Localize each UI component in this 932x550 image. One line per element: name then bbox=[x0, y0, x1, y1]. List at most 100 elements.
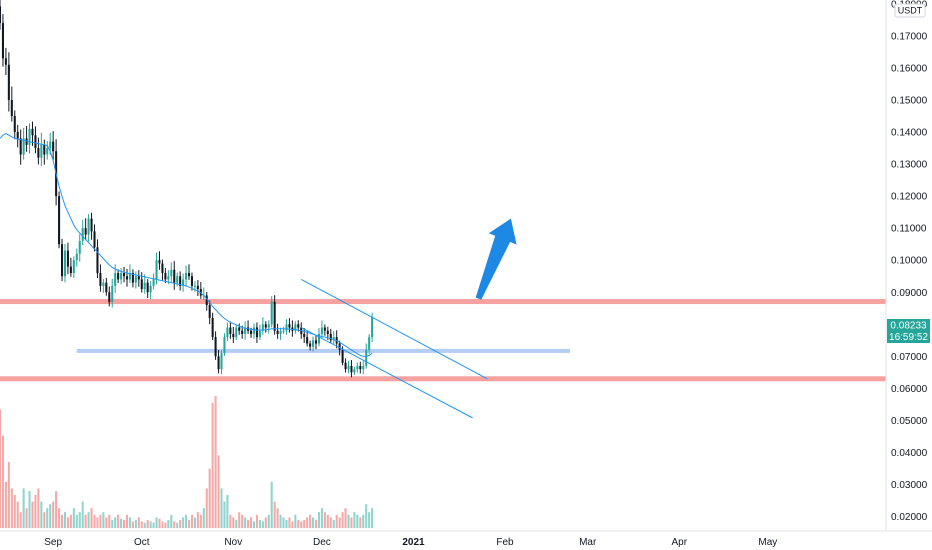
candle-body bbox=[276, 330, 279, 334]
volume-bar bbox=[140, 521, 143, 528]
volume-bar bbox=[96, 517, 99, 528]
channel-line[interactable] bbox=[301, 327, 473, 419]
volume-bar bbox=[199, 514, 202, 528]
candle-body bbox=[297, 324, 300, 328]
volume-bar bbox=[338, 517, 341, 528]
volume-bar bbox=[143, 522, 146, 528]
volume-bar bbox=[120, 518, 123, 528]
last-price-tag bbox=[887, 319, 930, 343]
volume-bar bbox=[78, 512, 81, 528]
volume-bar bbox=[317, 512, 320, 528]
resistance-zone[interactable] bbox=[0, 299, 886, 305]
volume-bar bbox=[190, 514, 194, 528]
volume-bar bbox=[111, 520, 114, 528]
arrow-shape[interactable] bbox=[475, 218, 517, 300]
candle-body bbox=[52, 141, 55, 152]
volume-bar bbox=[232, 517, 235, 528]
volume-bar bbox=[46, 508, 49, 528]
volume-bar bbox=[353, 512, 356, 528]
candle-body bbox=[10, 99, 13, 117]
volume-bar bbox=[196, 512, 199, 528]
volume-bar bbox=[167, 520, 170, 528]
candle-body bbox=[16, 132, 19, 139]
volume-bar bbox=[320, 508, 323, 528]
volume-bar bbox=[128, 517, 131, 528]
candle-body bbox=[312, 340, 315, 347]
price-tick-label: 0.04000 bbox=[891, 448, 928, 459]
price-tick-label: 0.15000 bbox=[891, 95, 928, 106]
volume-bar bbox=[187, 520, 191, 528]
channel-line[interactable] bbox=[301, 278, 488, 380]
volume-bar bbox=[99, 514, 102, 528]
candle-body bbox=[288, 324, 291, 328]
currency-badge[interactable] bbox=[894, 3, 926, 18]
volume-bar bbox=[69, 514, 72, 528]
candle-body bbox=[264, 324, 267, 328]
volume-bar bbox=[247, 520, 250, 528]
mid-level-zone[interactable] bbox=[76, 348, 570, 353]
candle-body bbox=[102, 282, 105, 286]
volume-bar bbox=[291, 521, 294, 528]
volume-bar bbox=[131, 521, 134, 528]
volume-bar bbox=[270, 481, 273, 528]
volume-bar bbox=[22, 488, 25, 528]
volume-bar bbox=[368, 512, 371, 528]
volume-bar bbox=[235, 520, 238, 528]
candle-body bbox=[164, 273, 167, 280]
volume-bar bbox=[13, 495, 16, 528]
volume-bar bbox=[249, 517, 253, 528]
candle-body bbox=[123, 273, 126, 277]
time-axis[interactable]: Sep Oct Nov Dec 2021 Feb Mar Apr May bbox=[44, 537, 777, 548]
candle-body bbox=[347, 365, 350, 370]
volume-bar bbox=[43, 512, 46, 528]
candle-body bbox=[155, 260, 158, 280]
candle-body bbox=[273, 301, 276, 331]
price-axis[interactable]: 0.02000 0.03000 0.04000 0.05000 0.06000 0.070… bbox=[891, 0, 928, 523]
volume-bar bbox=[108, 514, 111, 528]
candle-body bbox=[158, 260, 161, 264]
time-tick-label: Feb bbox=[496, 537, 514, 548]
candle-body bbox=[303, 333, 306, 338]
volume-bar bbox=[282, 517, 285, 528]
volume-bar bbox=[16, 501, 19, 528]
candle-body bbox=[87, 218, 90, 235]
volume-bar bbox=[267, 514, 270, 528]
volume-bar bbox=[300, 521, 303, 528]
channel-lines bbox=[301, 278, 488, 419]
volume-bar bbox=[344, 508, 347, 528]
candle-body bbox=[143, 282, 146, 290]
candle-body bbox=[359, 365, 362, 370]
volume-bar bbox=[258, 520, 261, 528]
candle-body bbox=[93, 231, 96, 248]
volume-bar bbox=[347, 514, 350, 528]
candle-body bbox=[72, 260, 75, 274]
support-zone[interactable] bbox=[0, 376, 886, 382]
candle-body bbox=[282, 330, 285, 332]
countdown-label: 16:59:52 bbox=[889, 332, 928, 343]
candle-body bbox=[170, 269, 173, 277]
candle-body bbox=[78, 240, 81, 254]
price-tick-label: 0.17000 bbox=[891, 31, 928, 42]
candle-body bbox=[34, 135, 37, 149]
candle-body bbox=[320, 327, 323, 334]
candle-body bbox=[353, 369, 356, 373]
time-tick-label: Nov bbox=[224, 537, 242, 548]
candle-body bbox=[43, 144, 46, 155]
volume-bar bbox=[223, 501, 226, 528]
volume-bar bbox=[55, 491, 58, 528]
candle-body bbox=[108, 292, 111, 302]
candle-body bbox=[329, 333, 332, 341]
volume-bar bbox=[314, 520, 318, 528]
candle-body bbox=[214, 337, 217, 357]
candle-body bbox=[96, 247, 99, 274]
volume-bar bbox=[335, 514, 338, 528]
volume-bar bbox=[341, 512, 344, 528]
candle-body bbox=[196, 285, 199, 290]
candle-body bbox=[193, 285, 196, 287]
candle-body bbox=[317, 333, 320, 344]
candle-body bbox=[365, 349, 368, 366]
volume-bar bbox=[49, 504, 52, 528]
candle-body bbox=[28, 128, 31, 145]
candle-body bbox=[167, 276, 170, 280]
